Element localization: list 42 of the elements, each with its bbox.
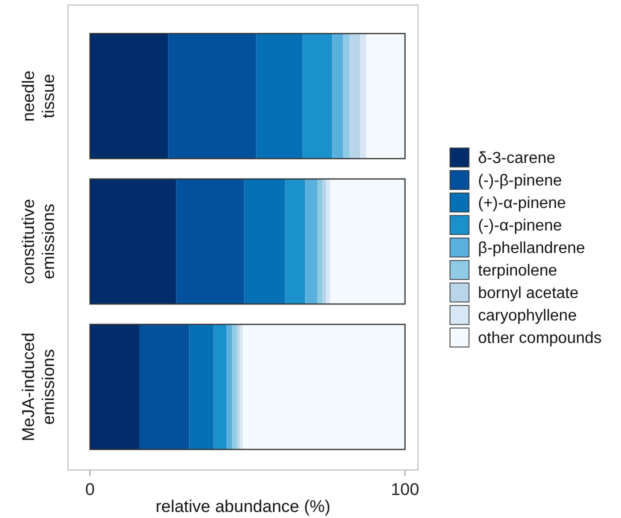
- bar: [90, 324, 140, 450]
- bar: [176, 178, 244, 304]
- bar: [226, 324, 232, 450]
- bar: [189, 324, 214, 450]
- legend-label: terpinolene: [478, 262, 558, 280]
- legend-label: δ-3-carene: [478, 150, 556, 167]
- bar: [326, 178, 330, 304]
- bar: [285, 178, 306, 304]
- bar: [242, 324, 405, 450]
- x-tick-label: 0: [85, 480, 95, 499]
- bar: [305, 178, 318, 304]
- x-axis-title: relative abundance (%): [156, 497, 330, 516]
- bar: [256, 34, 303, 159]
- bar: [168, 34, 256, 159]
- legend-label: (+)-α-pinene: [478, 195, 566, 212]
- text: other compounds: [478, 330, 602, 347]
- y-tick-label: MeJA-induced emissions: [19, 332, 58, 442]
- bar: [330, 178, 405, 304]
- bar: [302, 34, 332, 159]
- bar: [232, 324, 236, 450]
- bar: [360, 34, 366, 159]
- x-tick-label: 100: [390, 480, 420, 499]
- bar: [214, 324, 227, 450]
- bar: [244, 178, 286, 304]
- bar: [90, 178, 176, 304]
- legend-label: (-)-β-pinene: [478, 172, 562, 190]
- bar: [90, 34, 168, 159]
- legend-label: bornyl acetate: [478, 285, 579, 302]
- legend-label: β-phellandrene: [478, 240, 586, 257]
- bar: [317, 178, 322, 304]
- bar: [366, 34, 405, 159]
- bar: [322, 178, 326, 304]
- bar: [343, 34, 350, 159]
- y-tick-label: needle tissue: [19, 70, 58, 122]
- bar: [240, 324, 242, 450]
- y-tick-label: constitutive emissions: [19, 198, 58, 284]
- legend-label: caryophyllene: [478, 308, 577, 324]
- legend-label: (-)-α-pinene: [478, 218, 562, 234]
- bar: [236, 324, 240, 450]
- bar: [332, 34, 344, 159]
- bar: [350, 34, 360, 159]
- bar: [139, 324, 190, 450]
